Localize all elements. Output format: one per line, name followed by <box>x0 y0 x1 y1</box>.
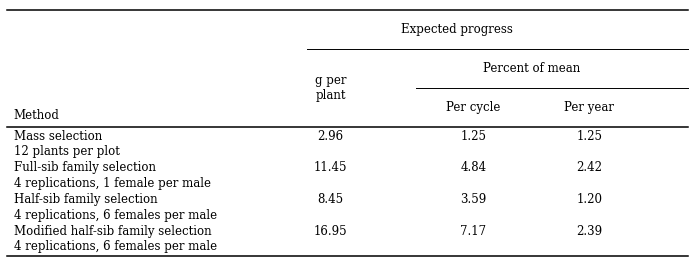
Text: 1.25: 1.25 <box>461 130 486 143</box>
Text: 2.96: 2.96 <box>318 130 343 143</box>
Text: 8.45: 8.45 <box>318 193 343 206</box>
Text: 4 replications, 6 females per male: 4 replications, 6 females per male <box>14 209 217 222</box>
Text: Modified half-sib family selection: Modified half-sib family selection <box>14 225 211 238</box>
Text: 12 plants per plot: 12 plants per plot <box>14 145 120 158</box>
Text: Mass selection: Mass selection <box>14 130 102 143</box>
Text: Expected progress: Expected progress <box>400 23 512 36</box>
Text: 2.42: 2.42 <box>576 161 603 174</box>
Text: Percent of mean: Percent of mean <box>483 62 580 75</box>
Text: 11.45: 11.45 <box>313 161 348 174</box>
Text: Full-sib family selection: Full-sib family selection <box>14 161 156 174</box>
Text: 1.20: 1.20 <box>576 193 603 206</box>
Text: 1.25: 1.25 <box>576 130 603 143</box>
Text: Half-sib family selection: Half-sib family selection <box>14 193 157 206</box>
Text: 16.95: 16.95 <box>313 225 348 238</box>
Text: 4.84: 4.84 <box>461 161 486 174</box>
Text: Per cycle: Per cycle <box>446 101 500 114</box>
Text: 4 replications, 1 female per male: 4 replications, 1 female per male <box>14 177 211 190</box>
Text: 7.17: 7.17 <box>461 225 486 238</box>
Text: Per year: Per year <box>564 101 614 114</box>
Text: 3.59: 3.59 <box>460 193 486 206</box>
Text: g per
plant: g per plant <box>315 74 346 102</box>
Text: 4 replications, 6 females per male: 4 replications, 6 females per male <box>14 241 217 253</box>
Text: Method: Method <box>14 109 60 122</box>
Text: 2.39: 2.39 <box>576 225 603 238</box>
